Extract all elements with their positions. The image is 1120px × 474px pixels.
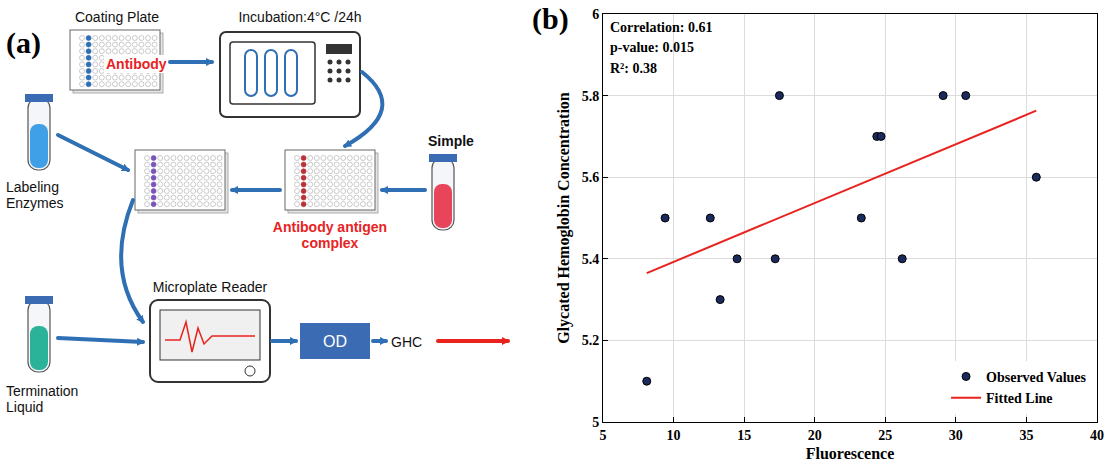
svg-text:OD: OD — [323, 333, 347, 350]
svg-text:5.6: 5.6 — [582, 170, 600, 185]
svg-text:p-value: 0.015: p-value: 0.015 — [610, 40, 694, 55]
svg-text:6: 6 — [592, 7, 599, 22]
svg-text:5: 5 — [600, 428, 607, 443]
svg-text:Antibody: Antibody — [106, 56, 167, 72]
svg-text:Antibody antigencomplex: Antibody antigencomplex — [273, 219, 387, 251]
svg-text:30: 30 — [949, 428, 963, 443]
svg-text:Correlation: 0.61: Correlation: 0.61 — [610, 20, 712, 35]
svg-text:Coating Plate: Coating Plate — [75, 9, 159, 25]
svg-text:Fluorescence: Fluorescence — [806, 445, 895, 462]
html-text:(b): (b) — [532, 2, 569, 35]
svg-text:5.8: 5.8 — [582, 89, 600, 104]
svg-text:Microplate Reader: Microplate Reader — [153, 279, 268, 295]
svg-text:35: 35 — [1019, 428, 1033, 443]
svg-text:TerminationLiquid: TerminationLiquid — [6, 383, 78, 415]
svg-text:Simple: Simple — [428, 133, 474, 149]
svg-text:5.4: 5.4 — [582, 252, 600, 267]
html-text:(a): (a) — [6, 26, 41, 59]
svg-text:5.2: 5.2 — [582, 333, 600, 348]
svg-text:5: 5 — [592, 415, 599, 430]
svg-text:10: 10 — [667, 428, 681, 443]
svg-text:Glycated Hemoglobin Concentrat: Glycated Hemoglobin Concentration — [555, 92, 573, 344]
svg-text:15: 15 — [737, 428, 751, 443]
svg-text:Observed Values: Observed Values — [986, 370, 1087, 385]
svg-text:Incubation:4°C /24h: Incubation:4°C /24h — [238, 9, 361, 25]
svg-text:40: 40 — [1090, 428, 1104, 443]
svg-text:R²: 0.38: R²: 0.38 — [610, 61, 657, 76]
svg-text:20: 20 — [808, 428, 822, 443]
svg-text:LabelingEnzymes: LabelingEnzymes — [6, 179, 64, 211]
svg-text:Fitted Line: Fitted Line — [986, 391, 1053, 406]
svg-text:GHC: GHC — [391, 334, 422, 350]
svg-text:25: 25 — [878, 428, 892, 443]
